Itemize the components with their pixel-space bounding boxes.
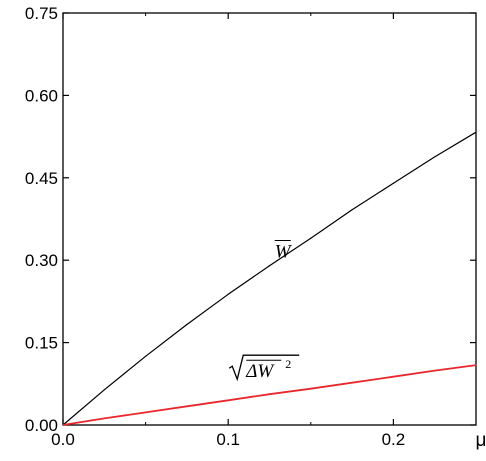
data-point — [475, 131, 477, 133]
data-point — [310, 237, 312, 239]
data-point — [145, 411, 147, 413]
data-point — [227, 399, 229, 401]
data-point — [392, 376, 394, 378]
data-point — [475, 364, 477, 366]
y-tick-label: 0.60 — [25, 86, 58, 105]
data-point — [268, 265, 271, 267]
annotation-sqrt-sign — [228, 354, 300, 382]
y-tick-label: 0.45 — [25, 169, 58, 188]
x-tick-label: 0.2 — [382, 430, 406, 449]
annotation-0: W — [274, 239, 293, 262]
data-point — [227, 293, 229, 295]
series-layer — [62, 131, 477, 426]
annotation-text: W — [275, 241, 293, 262]
data-point — [351, 209, 353, 211]
x-tick-label: 0.0 — [51, 430, 75, 449]
data-point — [268, 393, 271, 395]
annotation-text: ΔW — [245, 361, 275, 382]
annotation-superscript: 2 — [285, 357, 291, 371]
data-point — [351, 382, 353, 384]
data-point — [310, 388, 312, 390]
data-point — [103, 389, 105, 391]
data-point — [186, 323, 188, 326]
x-axis-label: μ — [476, 430, 486, 451]
y-tick-label: 0.30 — [25, 251, 58, 270]
y-tick-label: 0.75 — [25, 4, 58, 23]
x-tick-label: 0.1 — [216, 430, 240, 449]
plot-frame — [62, 12, 477, 426]
data-point — [392, 182, 394, 184]
data-point — [103, 417, 105, 420]
data-point — [62, 424, 64, 426]
data-point — [186, 405, 188, 407]
data-point — [145, 355, 147, 357]
axes: 0.0 0.1 0.2 μ 0.00 0.15 0.30 0.45 0.60 0.75 — [25, 4, 486, 451]
annotation-1: ΔW 2 — [228, 354, 300, 382]
data-point — [434, 370, 436, 372]
y-tick-label: 0.00 — [25, 416, 58, 435]
data-point — [434, 156, 436, 158]
y-tick-label: 0.15 — [25, 334, 58, 353]
annotation-layer: W ΔW 2 — [228, 239, 300, 382]
